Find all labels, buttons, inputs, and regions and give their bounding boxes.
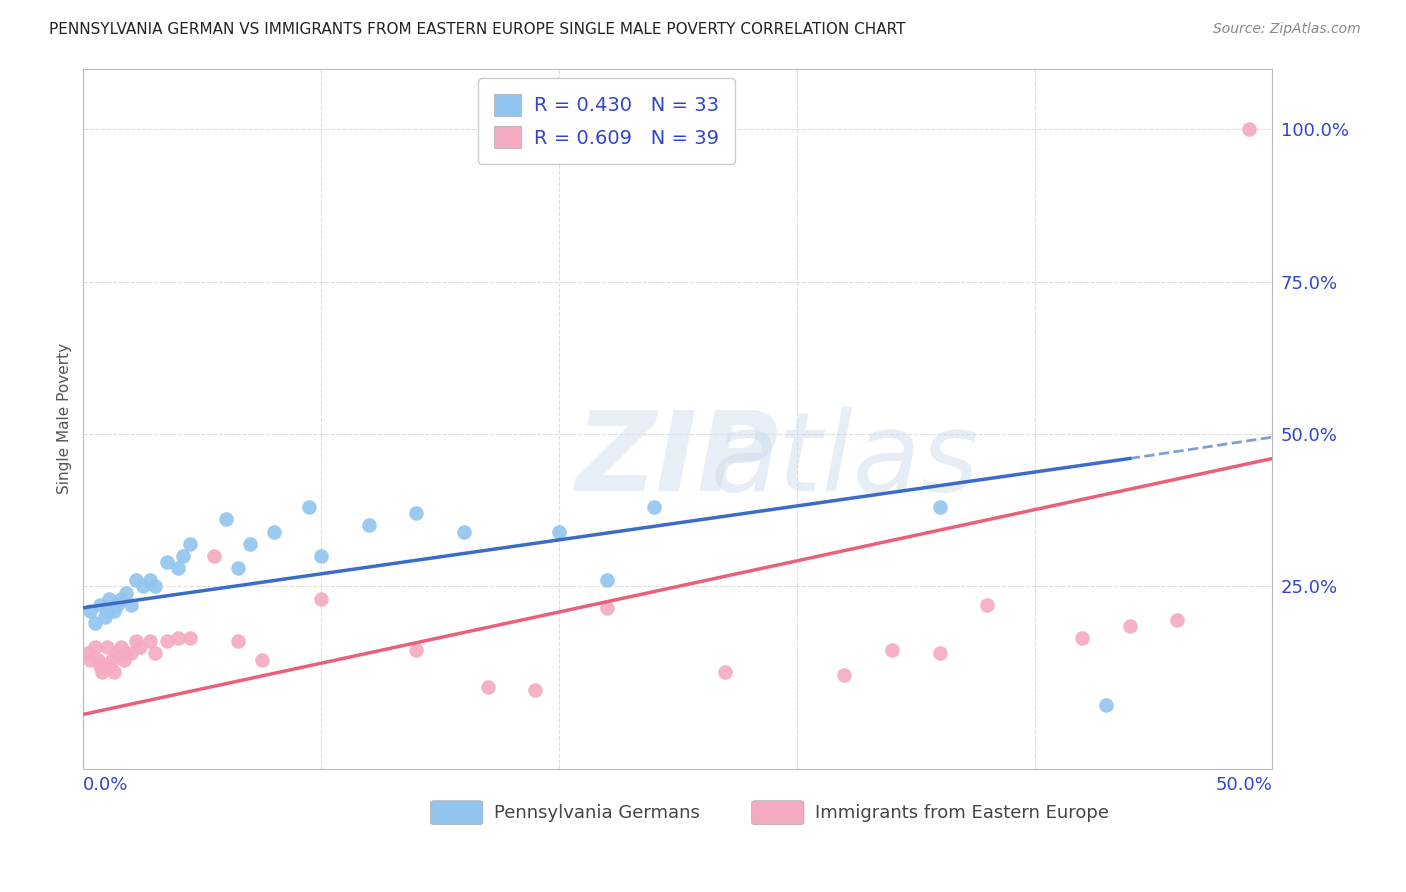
Text: Immigrants from Eastern Europe: Immigrants from Eastern Europe bbox=[814, 804, 1109, 822]
Text: PENNSYLVANIA GERMAN VS IMMIGRANTS FROM EASTERN EUROPE SINGLE MALE POVERTY CORREL: PENNSYLVANIA GERMAN VS IMMIGRANTS FROM E… bbox=[49, 22, 905, 37]
Point bbox=[226, 634, 249, 648]
Text: Source: ZipAtlas.com: Source: ZipAtlas.com bbox=[1213, 22, 1361, 37]
Point bbox=[93, 610, 115, 624]
Point bbox=[880, 643, 903, 657]
Point bbox=[124, 634, 146, 648]
Point bbox=[1237, 122, 1260, 136]
Point bbox=[129, 640, 152, 655]
Legend: R = 0.430   N = 33, R = 0.609   N = 39: R = 0.430 N = 33, R = 0.609 N = 39 bbox=[478, 78, 735, 164]
Point bbox=[595, 574, 617, 588]
Point bbox=[643, 500, 665, 515]
Point bbox=[103, 604, 125, 618]
Point bbox=[77, 647, 100, 661]
Point bbox=[112, 652, 135, 666]
Point bbox=[120, 647, 142, 661]
Point bbox=[239, 537, 262, 551]
Point bbox=[834, 667, 856, 681]
Point bbox=[1166, 613, 1188, 627]
Point bbox=[120, 598, 142, 612]
Point bbox=[167, 631, 190, 645]
Point bbox=[84, 640, 107, 655]
Point bbox=[1071, 631, 1094, 645]
Point bbox=[202, 549, 225, 563]
Point bbox=[1095, 698, 1118, 713]
Point bbox=[105, 598, 128, 612]
Point bbox=[179, 537, 201, 551]
Point bbox=[453, 524, 475, 539]
Point bbox=[132, 579, 155, 593]
Point bbox=[928, 647, 950, 661]
Point bbox=[298, 500, 321, 515]
Text: ZIP: ZIP bbox=[576, 408, 780, 515]
Point bbox=[98, 658, 121, 673]
FancyBboxPatch shape bbox=[430, 801, 482, 824]
Point bbox=[357, 518, 380, 533]
Point bbox=[309, 591, 332, 606]
Point bbox=[115, 647, 138, 661]
Point bbox=[477, 680, 499, 694]
Point bbox=[226, 561, 249, 575]
Point bbox=[172, 549, 194, 563]
Point bbox=[405, 506, 427, 520]
Point bbox=[1119, 619, 1142, 633]
Point bbox=[548, 524, 571, 539]
Point bbox=[79, 604, 101, 618]
Point bbox=[86, 652, 108, 666]
Point bbox=[124, 574, 146, 588]
Point bbox=[215, 512, 238, 526]
Point bbox=[524, 683, 547, 698]
Text: 50.0%: 50.0% bbox=[1216, 776, 1272, 794]
Point bbox=[250, 652, 273, 666]
Y-axis label: Single Male Poverty: Single Male Poverty bbox=[58, 343, 72, 494]
Point bbox=[110, 640, 132, 655]
Point bbox=[139, 634, 162, 648]
Point bbox=[96, 640, 118, 655]
Point bbox=[84, 615, 107, 630]
Point bbox=[595, 600, 617, 615]
Point bbox=[309, 549, 332, 563]
Point bbox=[103, 665, 125, 679]
Point bbox=[98, 591, 121, 606]
Text: atlas: atlas bbox=[710, 408, 979, 515]
Point bbox=[263, 524, 285, 539]
Point bbox=[139, 574, 162, 588]
Point bbox=[714, 665, 737, 679]
Text: 0.0%: 0.0% bbox=[83, 776, 129, 794]
Point bbox=[89, 598, 111, 612]
Point bbox=[155, 555, 177, 569]
FancyBboxPatch shape bbox=[752, 801, 804, 824]
Text: Pennsylvania Germans: Pennsylvania Germans bbox=[494, 804, 699, 822]
Point bbox=[110, 591, 132, 606]
Point bbox=[179, 631, 201, 645]
Point bbox=[96, 604, 118, 618]
Point bbox=[167, 561, 190, 575]
Point bbox=[105, 647, 128, 661]
Point bbox=[115, 585, 138, 599]
Point bbox=[101, 652, 124, 666]
Point bbox=[976, 598, 998, 612]
Point bbox=[155, 634, 177, 648]
Point bbox=[79, 652, 101, 666]
Point bbox=[89, 658, 111, 673]
Point bbox=[91, 665, 114, 679]
Point bbox=[405, 643, 427, 657]
Point bbox=[928, 500, 950, 515]
Point bbox=[143, 647, 166, 661]
Point bbox=[143, 579, 166, 593]
